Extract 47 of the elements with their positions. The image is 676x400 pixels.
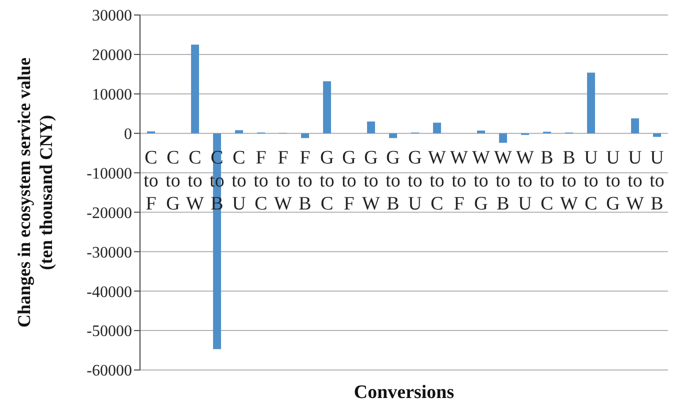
- x-tick-label: G to B: [386, 147, 400, 214]
- y-axis-title: Changes in ecosystem service value (ten thousand CNY): [14, 58, 56, 328]
- x-tick-label: C to U: [232, 147, 246, 214]
- y-tick-label: -10000: [86, 165, 132, 182]
- bar: [367, 122, 376, 134]
- x-tick-label: G to W: [362, 147, 380, 214]
- x-tick-label: U to G: [606, 147, 620, 214]
- x-tick-label: C to F: [144, 147, 158, 214]
- x-tick-label: G to C: [320, 147, 334, 214]
- bar: [323, 81, 332, 134]
- bar: [191, 44, 200, 134]
- x-tick-label: U to W: [626, 147, 644, 214]
- x-tick-label: B to C: [540, 147, 554, 214]
- bar: [477, 130, 486, 134]
- y-tick-label: 10000: [92, 86, 132, 104]
- bar: [631, 118, 640, 134]
- y-tick-label: -20000: [86, 204, 132, 222]
- x-tick-label: G to U: [408, 147, 422, 214]
- x-tick-label: G to F: [342, 147, 356, 214]
- y-tick-label: 30000: [92, 8, 132, 25]
- bar: [433, 122, 442, 134]
- bar: [389, 133, 398, 138]
- x-tick-label: W to C: [428, 147, 446, 214]
- x-tick-label: U to B: [650, 147, 664, 214]
- x-tick-label: W to G: [472, 147, 490, 214]
- y-tick-label: -60000: [86, 362, 132, 380]
- x-tick-label: W to B: [494, 147, 512, 214]
- x-axis-title: Conversions: [354, 382, 454, 400]
- bar: [653, 133, 662, 137]
- bar: [235, 130, 244, 134]
- y-tick-label: -30000: [86, 244, 132, 262]
- x-tick-label: W to U: [516, 147, 534, 214]
- y-tick-label: 20000: [92, 47, 132, 64]
- x-tick-label: C to W: [186, 147, 204, 214]
- bar: [301, 133, 310, 138]
- y-tick-label: -40000: [86, 284, 132, 301]
- bar: [587, 72, 596, 134]
- x-tick-label: F to W: [274, 147, 292, 214]
- y-tick-label: 0: [124, 126, 132, 144]
- x-tick-label: W to F: [450, 147, 468, 214]
- x-tick-label: C to G: [166, 147, 180, 214]
- x-tick-label: F to C: [254, 147, 268, 214]
- x-tick-label: B to W: [560, 147, 578, 214]
- bar: [499, 133, 508, 143]
- x-tick-label: F to B: [298, 147, 312, 214]
- y-tick-label: -50000: [86, 323, 132, 340]
- x-tick-label: U to C: [584, 147, 598, 214]
